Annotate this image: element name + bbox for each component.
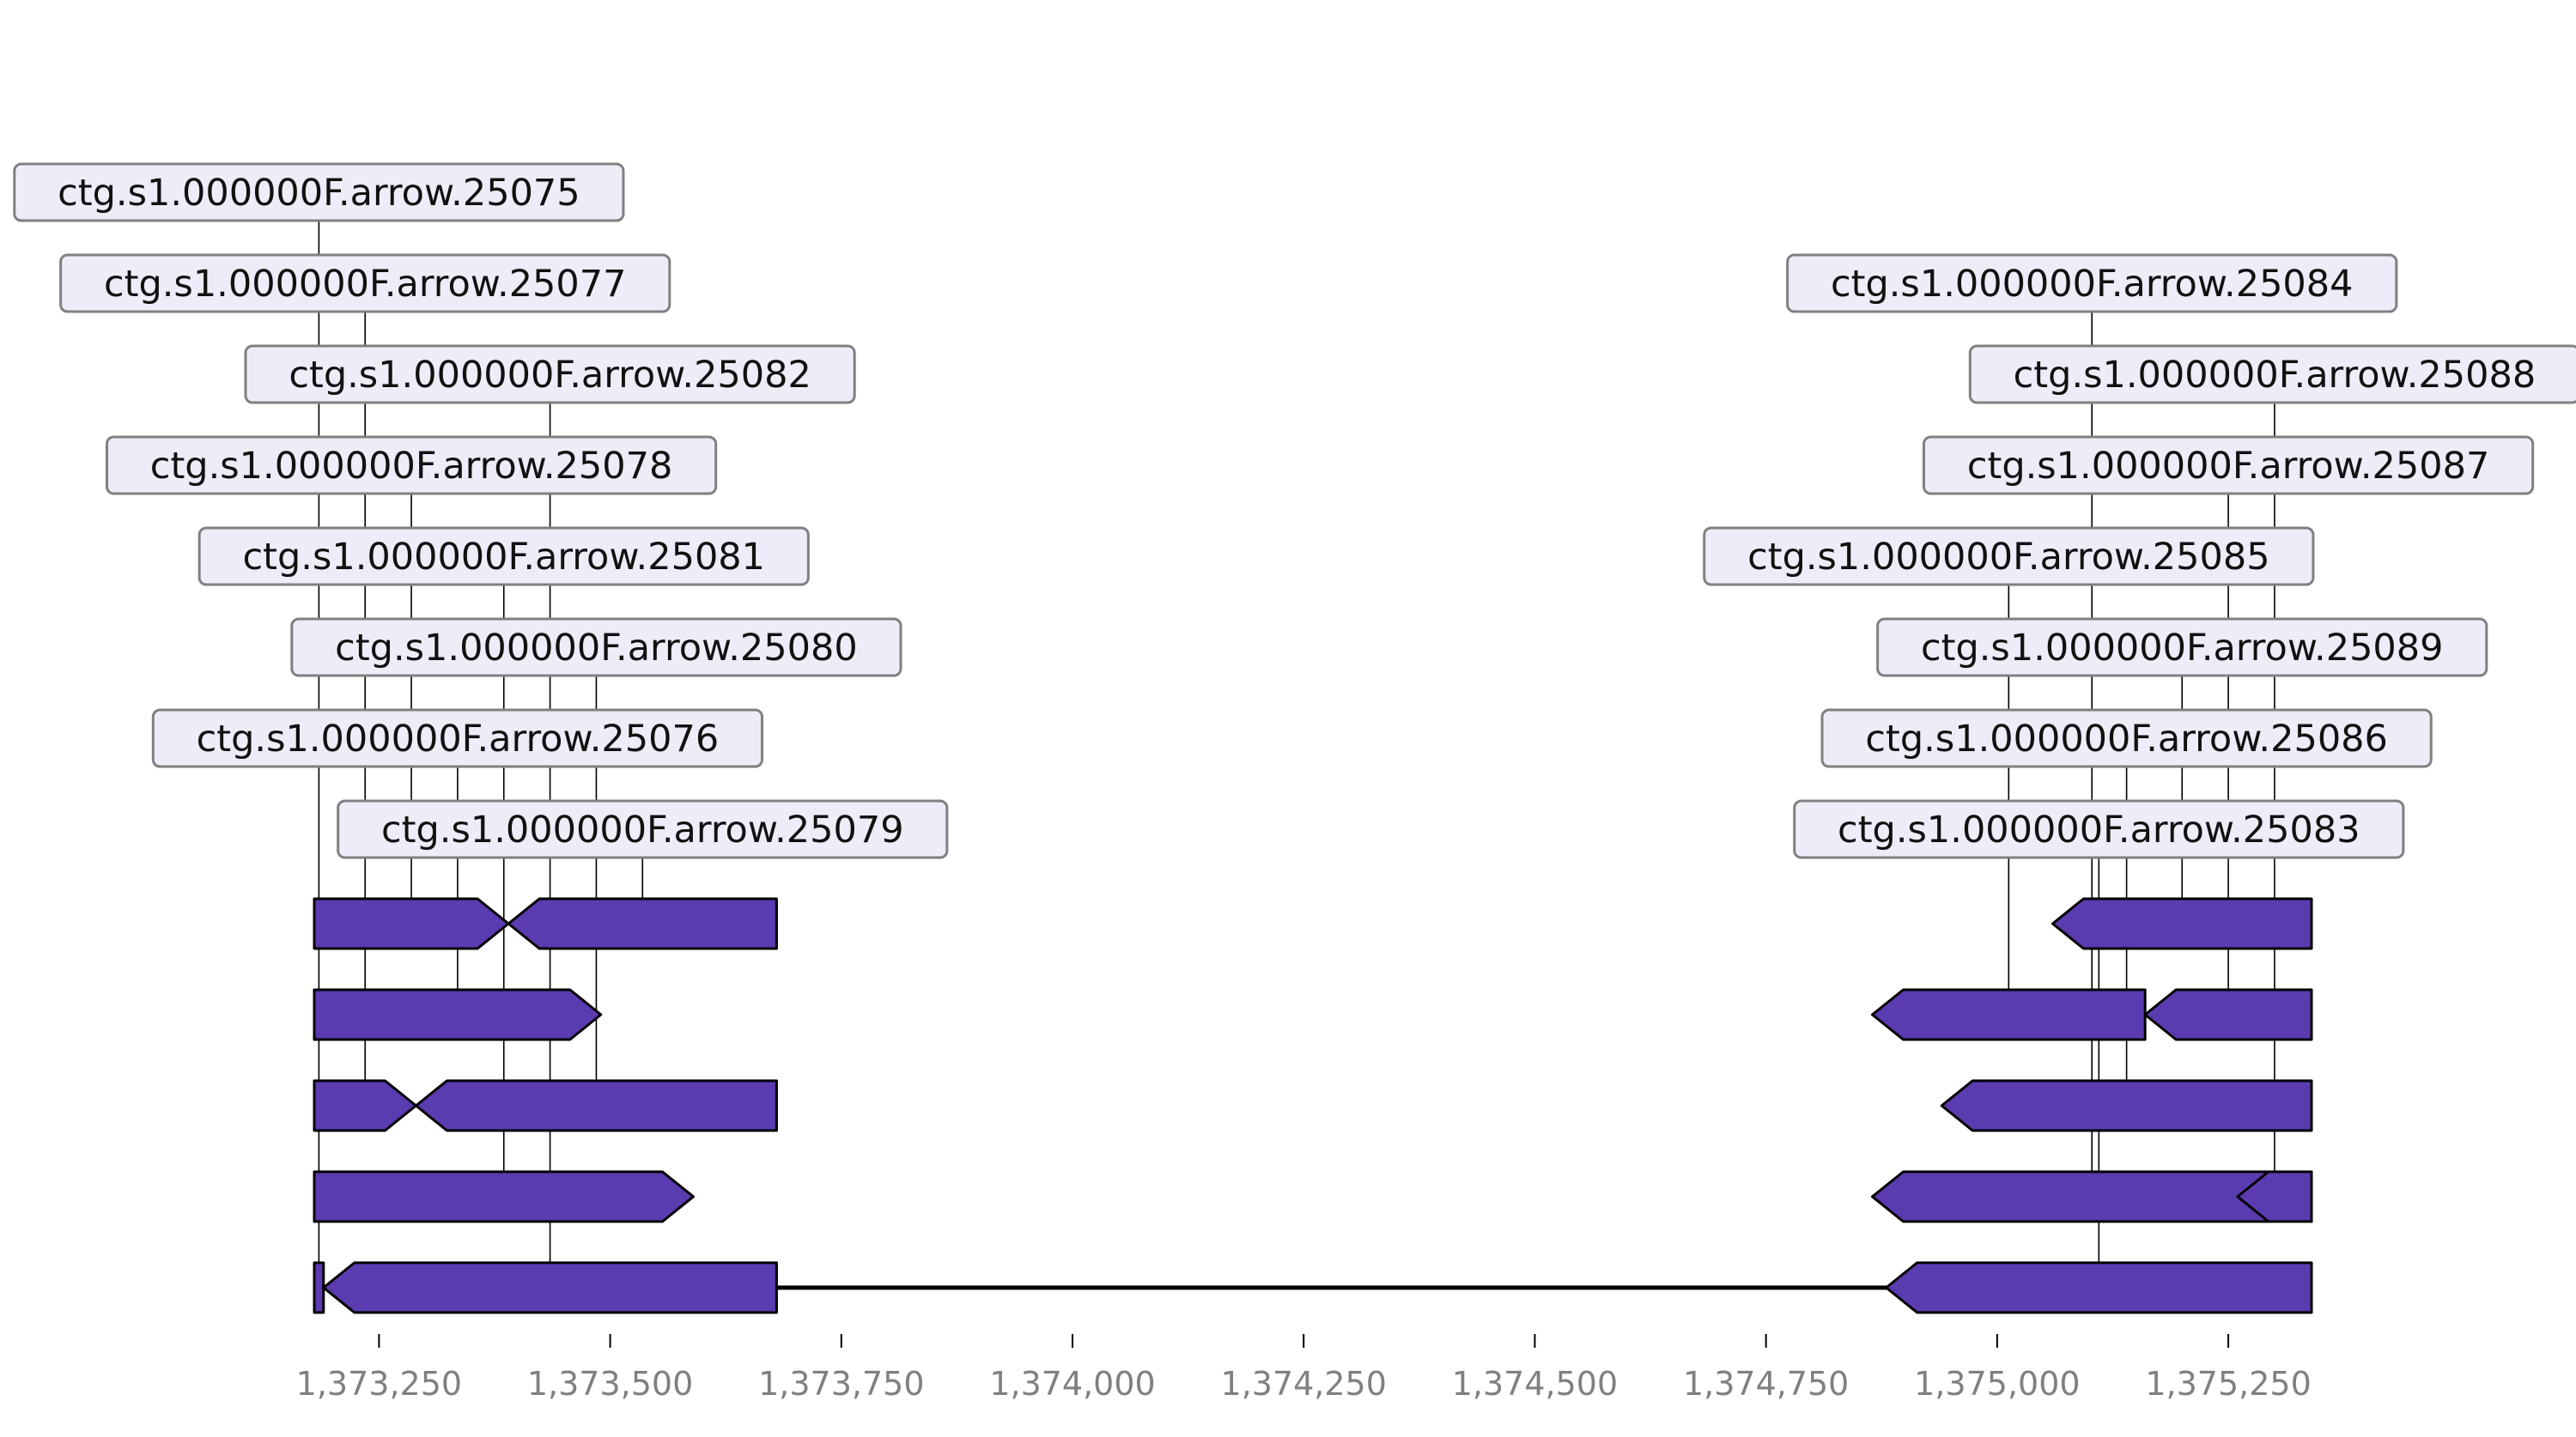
feature-label-box	[59, 253, 671, 313]
feature-label-text: ctg.s1.000000F.arrow.25084	[1831, 263, 2354, 306]
feature-label-text: ctg.s1.000000F.arrow.25088	[2014, 354, 2537, 397]
feature-label-text: ctg.s1.000000F.arrow.25075	[58, 172, 580, 215]
feature-label-box	[1820, 708, 2433, 768]
feature-label: ctg.s1.000000F.arrow.25084	[1786, 253, 2398, 313]
feature-label-text: ctg.s1.000000F.arrow.25078	[150, 445, 673, 488]
feature-label-text: ctg.s1.000000F.arrow.25087	[1967, 445, 2490, 488]
feature-label-box	[337, 799, 949, 859]
axis-tick-label: 1,374,500	[1452, 1365, 1618, 1403]
gene-feature	[313, 1079, 417, 1132]
axis-tick-label: 1,373,250	[296, 1365, 462, 1403]
feature-label-text: ctg.s1.000000F.arrow.25085	[1747, 536, 2270, 579]
gene-feature	[507, 897, 778, 950]
gene-feature	[322, 1261, 778, 1314]
gene-feature	[414, 1079, 778, 1132]
axis-tick-label: 1,374,000	[989, 1365, 1155, 1403]
gene-feature	[313, 1261, 325, 1314]
feature-label: ctg.s1.000000F.arrow.25088	[1968, 344, 2576, 404]
feature-label: ctg.s1.000000F.arrow.25081	[197, 526, 810, 586]
feature-label-box	[1703, 526, 2315, 586]
feature-label: ctg.s1.000000F.arrow.25086	[1820, 708, 2433, 768]
feature-label: ctg.s1.000000F.arrow.25089	[1876, 617, 2488, 677]
feature-label-text: ctg.s1.000000F.arrow.25076	[197, 718, 720, 761]
feature-label: ctg.s1.000000F.arrow.25085	[1703, 526, 2315, 586]
gene-feature	[2236, 1170, 2313, 1223]
axis-tick-label: 1,375,000	[1914, 1365, 2080, 1403]
feature-label-text: ctg.s1.000000F.arrow.25086	[1865, 718, 2388, 761]
gene-feature	[2143, 988, 2313, 1041]
feature-label: ctg.s1.000000F.arrow.25077	[59, 253, 671, 313]
feature-label-text: ctg.s1.000000F.arrow.25089	[1921, 627, 2444, 670]
feature-label: ctg.s1.000000F.arrow.25082	[244, 344, 856, 404]
gene-features	[313, 897, 2313, 1314]
feature-label-text: ctg.s1.000000F.arrow.25081	[242, 536, 765, 579]
feature-label: ctg.s1.000000F.arrow.25079	[337, 799, 949, 859]
feature-label-box	[151, 708, 764, 768]
gene-feature	[1870, 988, 2147, 1041]
feature-label-box	[13, 162, 625, 222]
feature-label-box	[1786, 253, 2398, 313]
axis-tick-label: 1,374,250	[1221, 1365, 1387, 1403]
feature-labels: ctg.s1.000000F.arrow.25075 ctg.s1.000000F…	[13, 162, 2576, 859]
axis-tick-label: 1,373,750	[758, 1365, 924, 1403]
feature-label-box	[1876, 617, 2488, 677]
feature-label: ctg.s1.000000F.arrow.25078	[105, 435, 718, 495]
gene-feature	[2050, 897, 2313, 950]
gene-feature	[313, 897, 510, 950]
feature-label: ctg.s1.000000F.arrow.25076	[151, 708, 764, 768]
gene-feature	[313, 988, 603, 1041]
gene-feature	[313, 1170, 696, 1223]
gene-feature	[1885, 1261, 2313, 1314]
feature-label-text: ctg.s1.000000F.arrow.25077	[104, 263, 627, 306]
axis-tick-label: 1,374,750	[1683, 1365, 1849, 1403]
axis-tick-label: 1,373,500	[527, 1365, 693, 1403]
x-axis: 1,373,250 1,373,500 1,373,750 1,374,000 1,37…	[296, 1334, 2312, 1403]
feature-label-text: ctg.s1.000000F.arrow.25080	[335, 627, 858, 670]
gene-feature	[1940, 1079, 2313, 1132]
feature-label: ctg.s1.000000F.arrow.25083	[1793, 799, 2405, 859]
feature-label-text: ctg.s1.000000F.arrow.25079	[381, 809, 904, 852]
axis-tick-label: 1,375,250	[2145, 1365, 2311, 1403]
feature-label-text: ctg.s1.000000F.arrow.25082	[289, 354, 811, 397]
feature-label: ctg.s1.000000F.arrow.25080	[290, 617, 902, 677]
feature-label-box	[1922, 435, 2535, 495]
feature-label-box	[1968, 344, 2576, 404]
feature-label: ctg.s1.000000F.arrow.25087	[1922, 435, 2535, 495]
feature-label-box	[105, 435, 718, 495]
feature-label-box	[1793, 799, 2405, 859]
feature-label-text: ctg.s1.000000F.arrow.25083	[1838, 809, 2360, 852]
feature-label-box	[197, 526, 810, 586]
feature-label-box	[290, 617, 902, 677]
feature-label-box	[244, 344, 856, 404]
feature-label: ctg.s1.000000F.arrow.25075	[13, 162, 625, 222]
